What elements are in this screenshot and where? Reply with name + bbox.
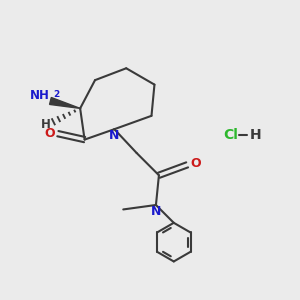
Text: 2: 2 xyxy=(53,90,59,99)
Text: H: H xyxy=(250,128,261,142)
Text: Cl: Cl xyxy=(223,128,238,142)
Text: O: O xyxy=(44,127,55,140)
Text: H: H xyxy=(40,118,50,131)
Text: N: N xyxy=(109,129,119,142)
Text: NH: NH xyxy=(29,88,50,101)
Polygon shape xyxy=(50,98,80,108)
Text: N: N xyxy=(151,205,161,218)
Text: O: O xyxy=(190,157,201,170)
